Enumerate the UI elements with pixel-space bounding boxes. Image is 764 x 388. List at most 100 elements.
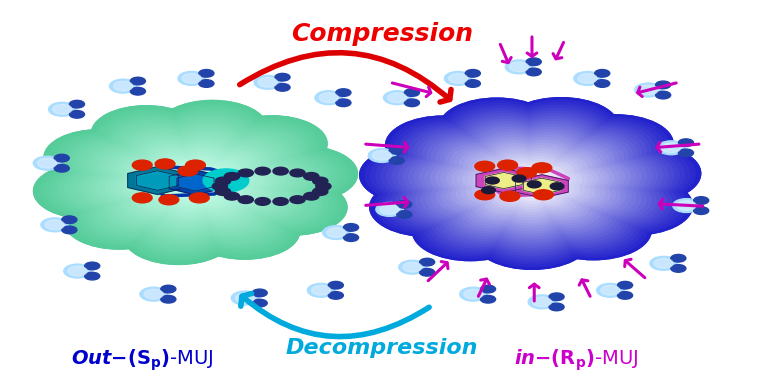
Circle shape xyxy=(473,156,519,179)
Circle shape xyxy=(464,152,517,179)
Circle shape xyxy=(656,91,671,99)
Circle shape xyxy=(237,180,347,235)
Circle shape xyxy=(154,198,218,230)
Circle shape xyxy=(211,135,290,175)
Circle shape xyxy=(85,169,160,207)
Circle shape xyxy=(173,191,207,207)
Circle shape xyxy=(475,154,586,211)
Text: Compression: Compression xyxy=(291,22,473,46)
Circle shape xyxy=(176,190,206,204)
Circle shape xyxy=(673,199,700,213)
Circle shape xyxy=(168,185,191,196)
Circle shape xyxy=(597,283,624,297)
Circle shape xyxy=(176,173,215,192)
Circle shape xyxy=(206,150,261,177)
Circle shape xyxy=(446,140,614,225)
Circle shape xyxy=(68,266,87,276)
Circle shape xyxy=(160,157,197,175)
Circle shape xyxy=(186,163,212,176)
Circle shape xyxy=(370,178,485,236)
Circle shape xyxy=(87,145,166,185)
Circle shape xyxy=(441,180,505,212)
Circle shape xyxy=(179,177,191,183)
Circle shape xyxy=(215,120,319,172)
Circle shape xyxy=(132,193,152,203)
Circle shape xyxy=(458,195,529,231)
Circle shape xyxy=(192,196,264,232)
Circle shape xyxy=(199,171,219,180)
Circle shape xyxy=(442,101,554,158)
Circle shape xyxy=(178,166,198,176)
Circle shape xyxy=(208,146,269,176)
Circle shape xyxy=(476,210,588,267)
Circle shape xyxy=(173,175,189,183)
Circle shape xyxy=(525,165,549,177)
Circle shape xyxy=(133,206,228,254)
Circle shape xyxy=(192,196,260,230)
Circle shape xyxy=(49,102,76,116)
Circle shape xyxy=(112,153,173,184)
Circle shape xyxy=(164,171,187,183)
Circle shape xyxy=(102,190,180,230)
Circle shape xyxy=(409,126,506,176)
Circle shape xyxy=(131,175,175,197)
Circle shape xyxy=(575,151,668,199)
Circle shape xyxy=(546,143,614,177)
Circle shape xyxy=(552,167,598,191)
Circle shape xyxy=(225,180,304,220)
Circle shape xyxy=(109,139,281,226)
Circle shape xyxy=(136,175,176,196)
Circle shape xyxy=(491,146,541,171)
Circle shape xyxy=(156,197,217,228)
Circle shape xyxy=(190,203,296,257)
Circle shape xyxy=(191,180,200,185)
Circle shape xyxy=(559,179,631,215)
Polygon shape xyxy=(169,170,222,195)
Circle shape xyxy=(192,195,257,227)
Circle shape xyxy=(64,194,173,249)
Circle shape xyxy=(192,197,270,237)
Circle shape xyxy=(193,194,254,225)
Circle shape xyxy=(34,163,144,219)
Circle shape xyxy=(450,146,514,178)
Circle shape xyxy=(617,281,633,289)
Circle shape xyxy=(125,147,267,218)
Circle shape xyxy=(487,204,577,250)
Circle shape xyxy=(440,137,621,228)
Circle shape xyxy=(165,116,254,161)
Circle shape xyxy=(468,169,510,191)
Circle shape xyxy=(207,147,264,177)
Circle shape xyxy=(163,113,256,160)
Circle shape xyxy=(192,197,267,235)
Circle shape xyxy=(387,152,484,201)
Circle shape xyxy=(211,181,251,202)
Circle shape xyxy=(425,160,497,196)
Circle shape xyxy=(135,161,179,184)
Circle shape xyxy=(490,162,570,203)
Circle shape xyxy=(509,162,536,176)
Circle shape xyxy=(419,159,494,197)
Circle shape xyxy=(523,157,557,175)
Circle shape xyxy=(540,176,560,186)
Circle shape xyxy=(549,293,564,301)
Circle shape xyxy=(510,186,530,196)
Circle shape xyxy=(536,201,651,260)
Circle shape xyxy=(160,295,176,303)
Circle shape xyxy=(215,122,315,173)
Circle shape xyxy=(500,154,539,174)
Circle shape xyxy=(671,265,686,272)
Circle shape xyxy=(519,188,542,201)
Circle shape xyxy=(513,182,526,189)
Circle shape xyxy=(138,140,199,171)
Circle shape xyxy=(528,176,538,180)
Circle shape xyxy=(536,200,643,255)
Circle shape xyxy=(131,150,261,215)
Circle shape xyxy=(656,81,671,89)
Circle shape xyxy=(191,199,277,242)
Circle shape xyxy=(694,207,709,215)
Circle shape xyxy=(213,128,302,173)
Circle shape xyxy=(497,166,564,199)
Circle shape xyxy=(484,173,516,188)
Circle shape xyxy=(37,158,57,168)
Circle shape xyxy=(159,195,179,205)
